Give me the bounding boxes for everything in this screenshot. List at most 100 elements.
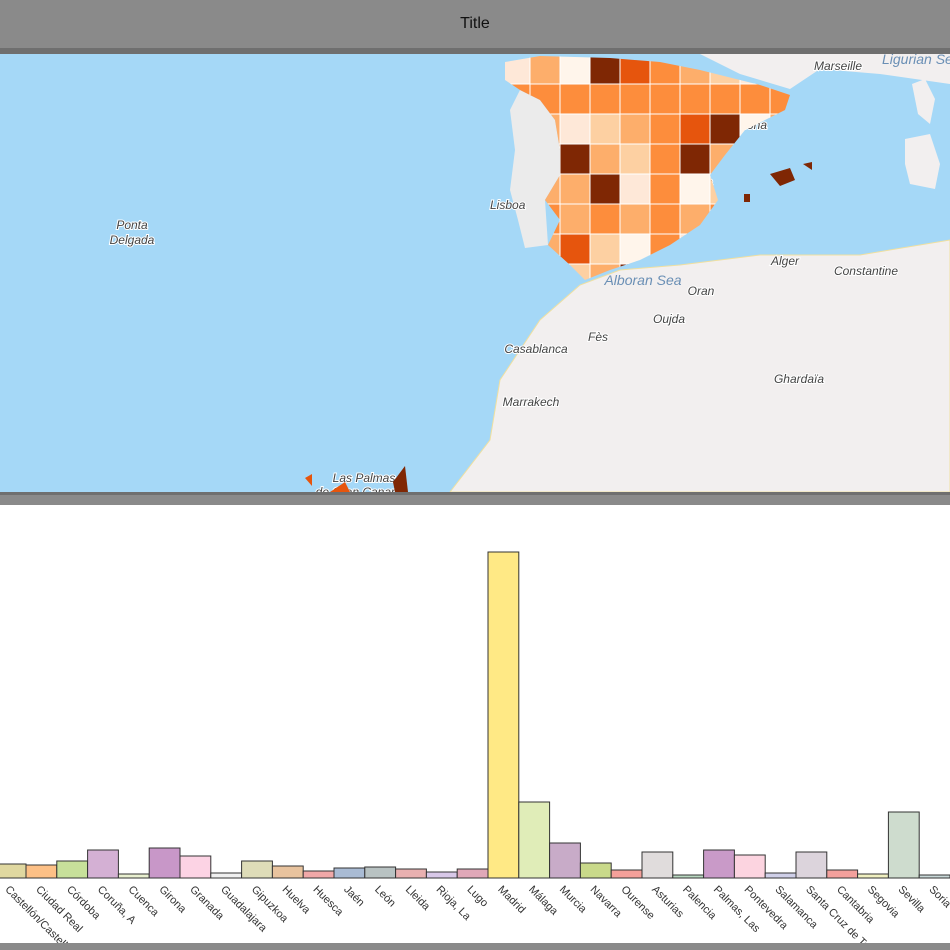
france-land [700, 54, 950, 89]
bar [579, 862, 612, 879]
map-label: Ligurian Sea [882, 54, 950, 67]
bar [87, 849, 119, 879]
region [649, 83, 681, 115]
portugal [510, 90, 560, 248]
region [619, 113, 651, 145]
region [679, 83, 711, 115]
bar [795, 851, 828, 879]
region [619, 203, 651, 235]
sardinia [905, 134, 940, 189]
x-tick-label: León [372, 884, 398, 910]
bar [364, 866, 397, 879]
bar [887, 811, 920, 879]
x-tick-label: Girona [156, 884, 188, 916]
ibiza [744, 194, 750, 202]
bar [918, 874, 950, 879]
bar [826, 869, 859, 879]
bar [241, 860, 273, 879]
map-label: Ponta [116, 218, 148, 232]
map-label: Lisboa [490, 198, 526, 212]
x-tick-label: Murcia [557, 884, 589, 916]
map-label: Alger [770, 254, 800, 268]
bar [210, 872, 243, 879]
x-tick-label: Lugo [464, 884, 490, 910]
map-label: Fès [588, 330, 608, 344]
region [679, 173, 711, 205]
africa-land [449, 239, 950, 492]
bar [425, 871, 458, 879]
region [739, 83, 771, 115]
canary-island [393, 466, 408, 492]
x-tick-label: Soria [926, 884, 950, 911]
x-tick-label: Jaén [341, 884, 366, 909]
bar [25, 864, 58, 879]
region [709, 113, 741, 145]
bar [703, 849, 735, 879]
bar [672, 874, 705, 879]
title: Title [460, 15, 490, 32]
region [559, 143, 591, 175]
bar [56, 860, 89, 879]
canary-island [330, 482, 350, 492]
map-label: Oran [688, 284, 715, 298]
x-tick-label: Navarra [588, 884, 625, 921]
corsica [912, 79, 935, 124]
region [589, 56, 621, 85]
region [559, 173, 591, 205]
bar [487, 551, 520, 879]
bar [179, 855, 212, 879]
region [649, 113, 681, 145]
bar [518, 801, 551, 879]
map-label: Casablanca [504, 342, 568, 356]
bar [610, 869, 643, 879]
mallorca [770, 168, 795, 186]
region [679, 113, 711, 145]
region [619, 173, 651, 205]
bar [271, 865, 304, 879]
x-tick-label: Lleida [403, 884, 433, 914]
map-label: Delgada [110, 233, 155, 247]
map-label: Alboran Sea [603, 272, 681, 288]
bar [333, 867, 366, 879]
region [589, 83, 621, 115]
region [559, 83, 591, 115]
x-tick-label: Madrid [495, 884, 527, 916]
map-label: Oujda [653, 312, 685, 326]
canary-island [305, 474, 312, 486]
region [559, 56, 591, 85]
bar [857, 873, 889, 879]
map-label: de Gran Canaria [316, 485, 405, 492]
panel-divider [0, 492, 950, 505]
bar [302, 870, 335, 879]
x-tick-label: Málaga [526, 884, 561, 919]
bar [733, 854, 766, 879]
bar [549, 842, 581, 879]
region [559, 113, 591, 145]
x-tick-label: Huesca [310, 884, 345, 919]
region [649, 143, 681, 175]
title-bar: Title [0, 0, 950, 54]
region [649, 173, 681, 205]
region [709, 83, 741, 115]
map-label: Marseille [814, 59, 862, 73]
menorca [803, 162, 812, 170]
footer-bar [0, 943, 950, 950]
region [589, 143, 621, 175]
region [589, 113, 621, 145]
bar [764, 872, 797, 879]
map-label: Ghardaïa [774, 372, 824, 386]
region [559, 233, 591, 265]
region [649, 203, 681, 235]
bar [0, 863, 27, 879]
region [529, 56, 561, 85]
region [559, 203, 591, 235]
bar [395, 868, 427, 879]
region [619, 83, 651, 115]
map-label: Marrakech [503, 395, 560, 409]
bar [456, 868, 489, 879]
region [619, 143, 651, 175]
bar [148, 847, 181, 879]
